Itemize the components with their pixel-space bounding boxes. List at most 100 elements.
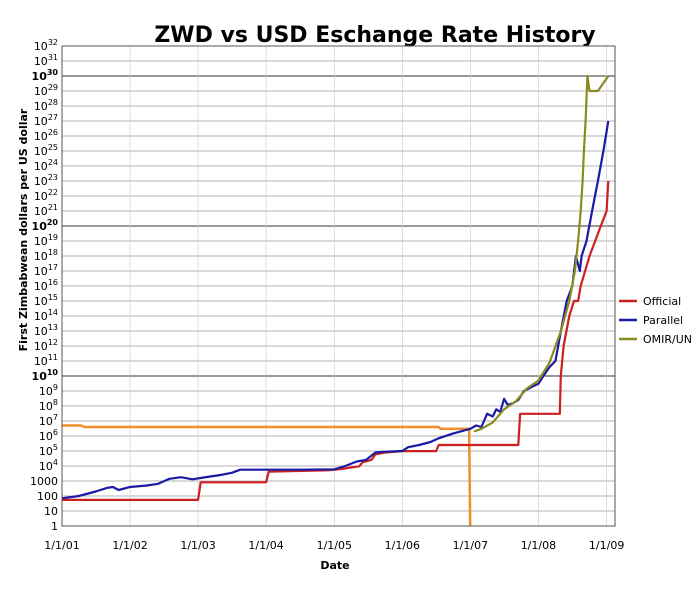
- x-axis-label: Date: [320, 559, 349, 572]
- y-tick-base: 10: [34, 265, 48, 278]
- y-tick-base: 10: [34, 250, 48, 263]
- y-tick-base: 100: [37, 490, 58, 503]
- y-tick-base: 10: [39, 415, 53, 428]
- y-tick-exponent: 23: [48, 173, 58, 182]
- y-tick-exponent: 4: [53, 458, 58, 467]
- y-tick-label: 1022: [34, 188, 58, 203]
- y-tick-base: 10: [34, 205, 48, 218]
- y-tick-base: 10: [34, 190, 48, 203]
- y-tick-exponent: 22: [48, 188, 58, 197]
- y-tick-base: 10: [39, 445, 53, 458]
- y-axis-label: First Zimbabwean dollars per US dollar: [17, 108, 30, 351]
- x-tick-label: 1/1/01: [44, 539, 79, 552]
- y-tick-base: 1000: [30, 475, 58, 488]
- y-tick-exponent: 24: [48, 158, 58, 167]
- y-tick-base: 10: [34, 100, 48, 113]
- y-tick-label: 1028: [34, 98, 58, 113]
- y-tick-label: 1031: [34, 53, 58, 68]
- y-tick-exponent: 25: [48, 143, 58, 152]
- y-tick-label: 1025: [34, 143, 58, 158]
- y-tick-exponent: 9: [53, 383, 58, 392]
- y-tick-base: 10: [34, 355, 48, 368]
- y-tick-exponent: 19: [48, 233, 58, 242]
- y-tick-base: 10: [39, 385, 53, 398]
- y-tick-label: 1010: [32, 368, 59, 383]
- x-tick-label: 1/1/06: [385, 539, 420, 552]
- y-tick-base: 10: [34, 160, 48, 173]
- y-tick-exponent: 6: [53, 428, 58, 437]
- y-tick-exponent: 27: [48, 113, 58, 122]
- x-tick-label: 1/1/04: [248, 539, 283, 552]
- y-tick-exponent: 5: [53, 443, 58, 452]
- y-tick-label: 1: [51, 520, 58, 533]
- y-tick-exponent: 20: [47, 218, 59, 227]
- y-tick-base: 10: [39, 460, 53, 473]
- legend: Official Parallel OMIR/UN: [619, 295, 692, 346]
- y-tick-exponent: 13: [48, 323, 58, 332]
- y-tick-label: 1017: [34, 263, 58, 278]
- y-tick-base: 10: [34, 325, 48, 338]
- y-tick-exponent: 18: [48, 248, 58, 257]
- chart-title: ZWD vs USD Eschange Rate History: [154, 23, 595, 48]
- y-tick-exponent: 11: [48, 353, 58, 362]
- x-tick-label: 1/1/02: [112, 539, 147, 552]
- x-tick-label: 1/1/09: [589, 539, 624, 552]
- y-tick-base: 10: [39, 430, 53, 443]
- grid-lines: [61, 45, 615, 527]
- y-tick-base: 10: [32, 70, 48, 83]
- y-tick-label: 1019: [34, 233, 58, 248]
- y-tick-label: 1016: [34, 278, 58, 293]
- y-tick-base: 10: [34, 145, 48, 158]
- y-tick-label: 1011: [34, 353, 58, 368]
- y-tick-label: 10: [44, 505, 58, 518]
- y-tick-label: 100: [37, 490, 58, 503]
- series-line-parallel: [61, 120, 610, 500]
- y-tick-label: 1024: [34, 158, 58, 173]
- y-tick-exponent: 15: [48, 293, 58, 302]
- y-tick-base: 10: [34, 175, 48, 188]
- y-tick-labels: 1101001000104105106107108109101010111012…: [30, 38, 58, 533]
- y-tick-exponent: 8: [53, 398, 58, 407]
- y-tick-label: 1018: [34, 248, 58, 263]
- y-tick-exponent: 30: [47, 68, 59, 77]
- y-tick-exponent: 26: [48, 128, 58, 137]
- y-tick-exponent: 28: [48, 98, 58, 107]
- y-tick-base: 10: [34, 310, 48, 323]
- y-tick-exponent: 32: [48, 38, 58, 47]
- y-tick-label: 107: [39, 413, 58, 428]
- legend-label: OMIR/UN: [643, 333, 692, 346]
- y-tick-label: 106: [39, 428, 58, 443]
- y-tick-exponent: 7: [53, 413, 58, 422]
- y-tick-exponent: 17: [48, 263, 58, 272]
- y-tick-exponent: 12: [48, 338, 58, 347]
- legend-label: Parallel: [643, 314, 683, 327]
- x-tick-label: 1/1/08: [521, 539, 556, 552]
- y-tick-label: 1029: [34, 83, 58, 98]
- y-tick-base: 10: [34, 295, 48, 308]
- y-tick-base: 10: [34, 235, 48, 248]
- y-tick-label: 1014: [34, 308, 58, 323]
- y-tick-label: 1023: [34, 173, 58, 188]
- y-tick-exponent: 29: [48, 83, 58, 92]
- x-tick-label: 1/1/03: [180, 539, 215, 552]
- y-tick-label: 1000: [30, 475, 58, 488]
- x-tick-label: 1/1/05: [317, 539, 352, 552]
- y-tick-label: 1012: [34, 338, 58, 353]
- y-tick-base: 10: [34, 130, 48, 143]
- y-tick-exponent: 21: [48, 203, 58, 212]
- y-tick-label: 1021: [34, 203, 58, 218]
- y-tick-label: 1013: [34, 323, 58, 338]
- y-tick-base: 10: [34, 55, 48, 68]
- x-tick-labels: 1/1/01 1/1/02 1/1/03 1/1/04 1/1/05 1/1/06 1/1/…: [44, 539, 624, 552]
- x-tick-label: 1/1/07: [453, 539, 488, 552]
- y-tick-label: 1030: [32, 68, 59, 83]
- y-tick-label: 1027: [34, 113, 58, 128]
- y-tick-label: 108: [39, 398, 58, 413]
- y-tick-base: 10: [34, 280, 48, 293]
- y-tick-exponent: 14: [48, 308, 58, 317]
- y-tick-label: 105: [39, 443, 58, 458]
- y-tick-base: 10: [39, 400, 53, 413]
- y-tick-label: 1026: [34, 128, 58, 143]
- y-tick-exponent: 10: [47, 368, 59, 377]
- y-tick-base: 10: [34, 340, 48, 353]
